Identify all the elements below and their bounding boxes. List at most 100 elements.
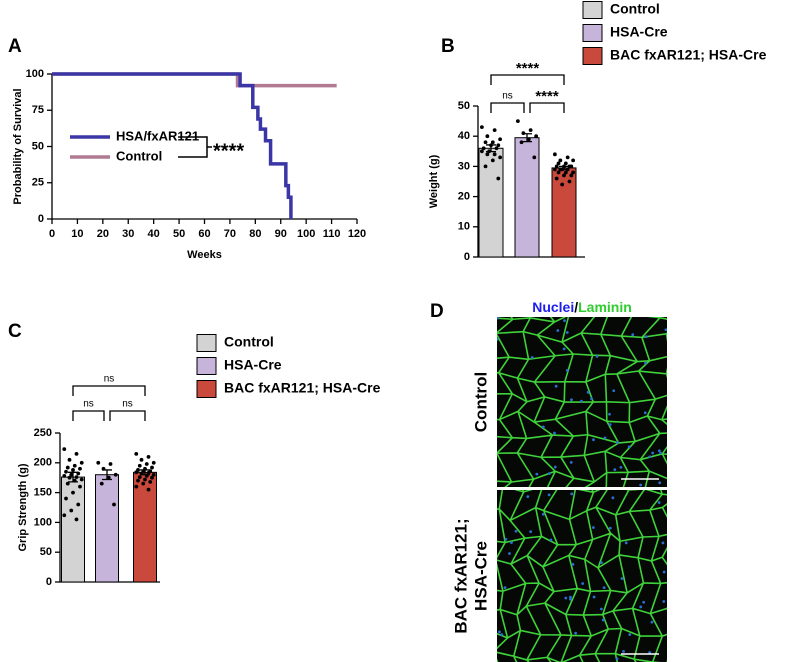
data-point xyxy=(62,474,67,478)
nuclei-stain xyxy=(624,541,628,545)
data-point xyxy=(567,164,572,169)
nuclei-stain xyxy=(615,657,619,661)
nuclei-stain xyxy=(569,597,572,601)
survival-line xyxy=(52,72,293,219)
legend-swatch xyxy=(582,1,603,19)
nuclei-stain xyxy=(639,605,643,609)
data-point xyxy=(79,460,84,465)
nuclei-stain xyxy=(661,541,665,545)
y-tick-label: 10 xyxy=(458,221,470,233)
y-tick-label: 75 xyxy=(32,104,44,116)
nuclei-stain xyxy=(497,338,499,341)
nuclei-stain xyxy=(592,438,595,442)
x-tick-label: 60 xyxy=(198,228,210,240)
error-bar xyxy=(559,165,569,171)
nuclei-stain xyxy=(651,451,655,455)
nuclei-stain xyxy=(562,347,566,351)
significance-bracket xyxy=(490,102,525,113)
laminin-stain xyxy=(497,317,667,487)
significance-label: **** xyxy=(516,60,540,77)
nuclei-stain xyxy=(529,530,533,534)
y-tick-label: 50 xyxy=(32,140,44,152)
error-bar xyxy=(68,471,78,483)
data-point xyxy=(79,477,84,482)
nuclei-stain xyxy=(650,620,654,624)
data-point xyxy=(490,140,495,145)
data-point xyxy=(151,472,156,477)
data-point xyxy=(528,128,533,133)
nuclei-stain xyxy=(554,384,558,388)
significance-label: ns xyxy=(122,399,133,410)
significance-bracket xyxy=(72,385,146,396)
data-point xyxy=(67,457,72,462)
data-point xyxy=(74,475,79,480)
x-tick-label: 80 xyxy=(249,228,261,240)
data-point xyxy=(567,179,572,184)
nuclei-stain xyxy=(530,356,534,359)
data-point xyxy=(71,490,75,495)
legend-label: Control xyxy=(224,334,274,350)
legend-label: HSA/fxAR121 xyxy=(116,128,199,143)
nuclei-stain xyxy=(627,445,631,449)
data-point xyxy=(108,462,113,466)
nuclei-stain xyxy=(622,649,625,653)
nuclei-stain xyxy=(642,600,646,604)
data-point xyxy=(64,469,68,474)
nuclei-stain xyxy=(644,335,648,339)
data-point xyxy=(532,155,537,160)
data-point xyxy=(150,465,154,470)
x-tick-label: 30 xyxy=(122,228,134,240)
legend-label: Control xyxy=(116,148,162,163)
y-axis-label: Weight (g) xyxy=(428,154,440,208)
nuclei-stain xyxy=(619,465,623,469)
nuclei-stain xyxy=(570,398,573,402)
data-point xyxy=(150,475,154,480)
data-point xyxy=(69,472,74,477)
error-bar xyxy=(486,144,496,153)
legend-label: HSA-Cre xyxy=(224,357,282,373)
y-tick-label: 20 xyxy=(458,191,470,203)
data-point xyxy=(65,465,70,470)
nuclei-stain xyxy=(590,397,593,401)
y-tick-label: 50 xyxy=(458,100,470,112)
nuclei-stain xyxy=(601,618,605,622)
data-point xyxy=(134,451,139,456)
data-point xyxy=(78,484,82,489)
error-bar xyxy=(522,133,532,143)
nuclei-stain xyxy=(608,423,612,426)
data-point xyxy=(65,481,70,486)
legend-swatch xyxy=(196,357,217,375)
data-point xyxy=(558,158,563,163)
data-point xyxy=(137,463,142,468)
bar xyxy=(478,147,504,258)
data-point xyxy=(498,155,503,160)
data-point xyxy=(69,508,74,513)
nuclei-stain xyxy=(662,600,666,603)
data-point xyxy=(479,149,484,154)
nuclei-stain xyxy=(526,495,530,499)
y-tick-label: 100 xyxy=(34,516,52,528)
error-bar xyxy=(102,469,112,481)
y-axis-label: Probability of Survival xyxy=(12,88,24,204)
significance-bracket xyxy=(72,410,105,421)
nuclei-stain xyxy=(504,537,508,541)
data-point xyxy=(563,161,568,166)
legend-swatch xyxy=(582,47,603,65)
nuclei-stain xyxy=(586,390,590,394)
data-point xyxy=(534,134,539,139)
nuclei-stain xyxy=(628,633,632,636)
data-point xyxy=(556,161,561,166)
data-point xyxy=(67,475,72,480)
data-point xyxy=(112,502,116,507)
nuclei-stain xyxy=(643,411,647,415)
nuclei-stain xyxy=(592,595,596,599)
nuclei-stain xyxy=(553,465,557,469)
data-point xyxy=(134,470,139,475)
y-tick-label: 40 xyxy=(458,130,470,142)
nuclei-stain xyxy=(608,412,611,416)
data-point xyxy=(481,146,486,151)
data-point xyxy=(496,143,501,148)
stain-name: / xyxy=(574,299,578,315)
data-point xyxy=(552,167,557,172)
nuclei-stain xyxy=(657,501,661,504)
